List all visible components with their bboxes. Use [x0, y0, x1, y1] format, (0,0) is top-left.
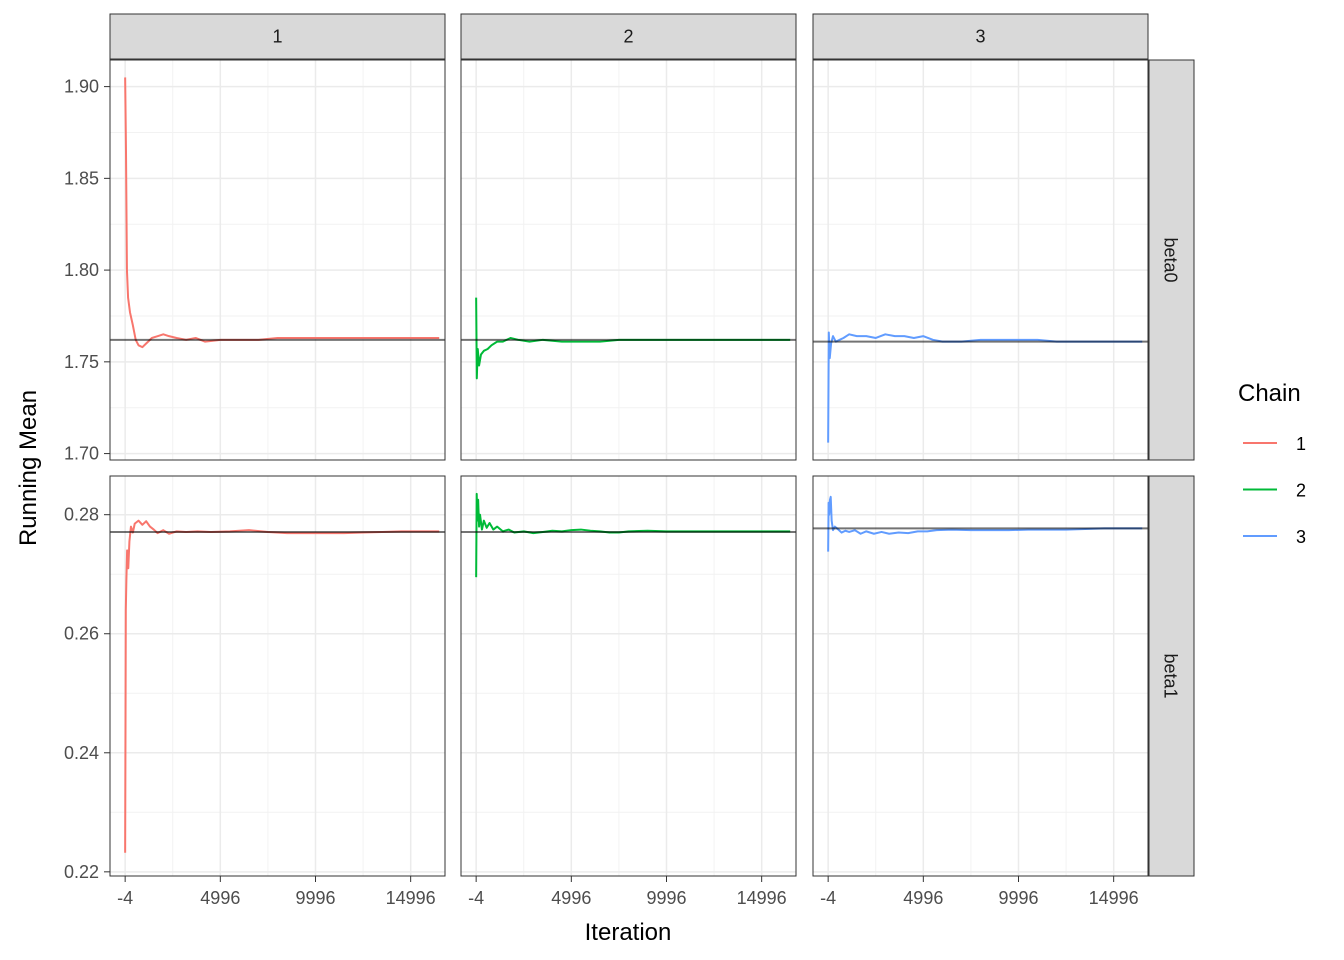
panel-background [461, 476, 796, 876]
panel-beta0-1 [109, 59, 446, 461]
panel-background [110, 60, 445, 460]
y-tick-label-beta0-4: 1.90 [64, 77, 99, 97]
panel-border [109, 475, 446, 877]
panel-background [813, 60, 1148, 460]
x-tick-label-2-3: 14996 [737, 888, 787, 908]
facet-strip-label-3: 3 [975, 27, 985, 47]
facet-strip-label-beta1: beta1 [1161, 653, 1181, 698]
panel-beta1-1: -4 4996 9996 14996 [109, 475, 446, 908]
y-tick-label-beta1-2: 0.26 [64, 624, 99, 644]
facet-strip-1 [109, 13, 446, 60]
legend-label-chain-2: 2 [1296, 481, 1306, 501]
panel-border [460, 59, 797, 461]
series-line-chain-3-beta1 [827, 495, 1143, 552]
x-tick-label-2-0: -4 [468, 888, 484, 908]
y-tick-label-beta0-1: 1.75 [64, 352, 99, 372]
legend-label-chain-1: 1 [1296, 434, 1306, 454]
panel-border [460, 475, 797, 877]
x-tick-label-2-1: 4996 [551, 888, 591, 908]
series-line-chain-3-beta0 [827, 331, 1143, 443]
panel-background [110, 476, 445, 876]
x-tick-label-3-3: 14996 [1089, 888, 1139, 908]
facet-strip-2 [460, 13, 797, 60]
y-tick-label-beta1-1: 0.24 [64, 743, 99, 763]
panel-background [461, 60, 796, 460]
x-tick-label-1-0: -4 [117, 888, 133, 908]
x-tick-label-3-1: 4996 [903, 888, 943, 908]
x-tick-label-1-2: 9996 [295, 888, 335, 908]
y-tick-label-beta1-3: 0.28 [64, 505, 99, 525]
y-tick-label-beta0-2: 1.80 [64, 260, 99, 280]
y-tick-label-beta1-0: 0.22 [64, 862, 99, 882]
panel-border [812, 59, 1149, 461]
x-tick-label-3-2: 9996 [998, 888, 1038, 908]
panel-beta0-3 [812, 59, 1149, 461]
facet-strip-beta1 [1148, 475, 1195, 877]
panel-border [812, 475, 1149, 877]
facet-strip-beta0 [1148, 59, 1195, 461]
legend-label-chain-3: 3 [1296, 527, 1306, 547]
panel-beta1-2: -4 4996 9996 14996 [460, 475, 797, 908]
y-tick-label-beta0-3: 1.85 [64, 168, 99, 188]
panel-border [109, 59, 446, 461]
facet-strip-label-beta0: beta0 [1161, 237, 1181, 282]
legend: Chain 1 2 3 [1238, 380, 1306, 547]
facet-strip-label-2: 2 [623, 27, 633, 47]
x-tick-label-2-2: 9996 [646, 888, 686, 908]
x-tick-label-1-1: 4996 [200, 888, 240, 908]
legend-title: Chain [1238, 380, 1301, 407]
x-tick-label-1-3: 14996 [386, 888, 436, 908]
x-tick-label-3-0: -4 [820, 888, 836, 908]
y-tick-label-beta0-0: 1.70 [64, 444, 99, 464]
y-axis-title: Running Mean [15, 390, 42, 546]
facet-strip-3 [812, 13, 1149, 60]
x-axis-title: Iteration [585, 919, 672, 946]
panel-background [813, 476, 1148, 876]
panel-beta1-3: -4 4996 9996 14996 [812, 475, 1149, 908]
panel-beta0-2 [460, 59, 797, 461]
facet-strip-label-1: 1 [272, 27, 282, 47]
